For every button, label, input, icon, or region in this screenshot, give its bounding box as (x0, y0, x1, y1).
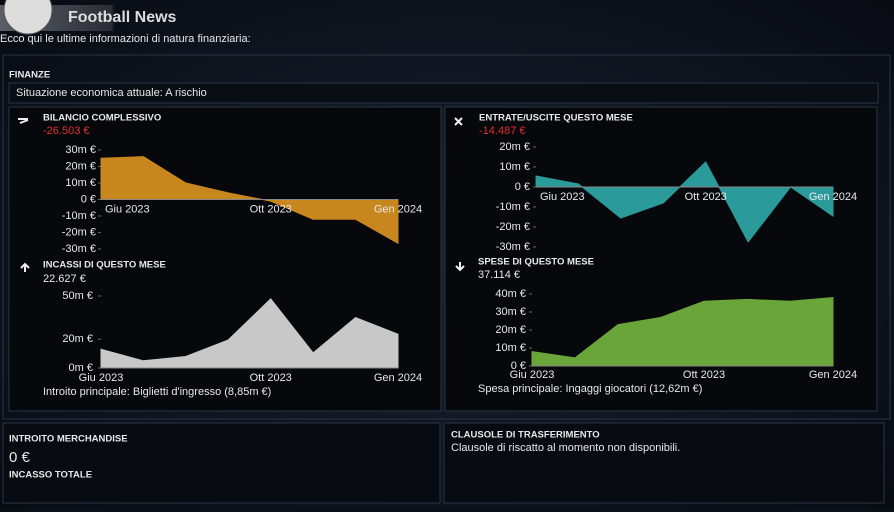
x-tick-label: Giu 2023 (540, 191, 585, 203)
chart-title: INCASSI DI QUESTO MESE (43, 260, 166, 271)
inout-icon (454, 117, 463, 126)
chart-title: ENTRATE/USCITE QUESTO MESE (479, 113, 633, 124)
chart-value: -26.503 € (43, 125, 89, 137)
area (100, 298, 399, 369)
clauses-panel (443, 422, 885, 504)
clauses-text: Clausole di riscatto al momento non disp… (451, 442, 680, 454)
up-icon (20, 262, 30, 272)
x-tick-label: Giu 2023 (79, 372, 124, 384)
x-tick-label: Gen 2024 (809, 191, 857, 203)
header-title: Football News (68, 9, 177, 26)
area (100, 156, 399, 245)
chart-title: BILANCIO COMPLESSIVO (43, 113, 161, 124)
chart-title: SPESE DI QUESTO MESE (478, 257, 594, 268)
chart-note: Introito principale: Biglietti d'ingress… (43, 386, 271, 398)
intro: Ecco qui le ultime informazioni di natur… (0, 33, 251, 45)
x-tick-label: Ott 2023 (683, 369, 725, 381)
x-tick-label: Giu 2023 (105, 203, 150, 215)
merch-panel (2, 422, 441, 504)
y-tick-label: 20m € (499, 141, 530, 153)
y-tick-label: 20m € (495, 324, 526, 336)
section-title: FINANZE (9, 70, 50, 81)
y-tick-label: 0m € (69, 362, 93, 374)
y-tick-label: -10m € (62, 210, 96, 222)
y-tick-label: 10m € (495, 342, 526, 354)
y-tick-label: -20m € (496, 221, 530, 233)
merch-total: INCASSO TOTALE (9, 470, 92, 481)
x-tick-label: Ott 2023 (250, 372, 292, 384)
y-tick-label: -30m € (62, 243, 96, 255)
y-tick-label: -20m € (62, 226, 96, 238)
y-tick-label: 20m € (62, 333, 93, 345)
y-tick-label: 10m € (499, 161, 530, 173)
down-icon (455, 262, 465, 272)
balance-icon (18, 118, 29, 124)
y-tick-label: -10m € (496, 201, 530, 213)
status-box (8, 82, 879, 104)
y-tick-label: 40m € (495, 288, 526, 300)
merch-title: INTROITO MERCHANDISE (9, 434, 128, 445)
y-tick-label: 0 € (81, 193, 96, 205)
x-tick-label: Gen 2024 (809, 369, 857, 381)
status: Situazione economica attuale: A rischio (16, 87, 207, 99)
x-tick-label: Ott 2023 (250, 203, 292, 215)
chart-value: 37.114 € (478, 269, 520, 281)
y-tick-label: 50m € (62, 290, 93, 302)
y-tick-label: 30m € (495, 306, 526, 318)
ball-icon (3, 0, 53, 35)
y-tick-label: 30m € (65, 144, 96, 156)
merch-value: 0 € (9, 449, 31, 466)
header-bar (0, 5, 320, 31)
x-tick-label: Giu 2023 (510, 369, 555, 381)
y-tick-label: 0 € (515, 181, 530, 193)
y-tick-label: -30m € (496, 241, 530, 253)
chart-value: 22.627 € (43, 273, 86, 285)
finance-panel (2, 54, 891, 420)
clauses-title: CLAUSOLE DI TRASFERIMENTO (451, 430, 600, 441)
x-tick-label: Gen 2024 (374, 203, 422, 215)
chart-note: Spesa principale: Ingaggi giocatori (12,… (478, 383, 702, 395)
area (535, 161, 834, 243)
area (531, 297, 834, 367)
y-tick-label: 20m € (65, 160, 96, 172)
y-tick-label: 10m € (65, 177, 96, 189)
x-tick-label: Ott 2023 (685, 191, 727, 203)
x-tick-label: Gen 2024 (374, 372, 422, 384)
chart-value: -14.487 € (479, 125, 525, 137)
y-tick-label: 0 € (511, 360, 526, 372)
